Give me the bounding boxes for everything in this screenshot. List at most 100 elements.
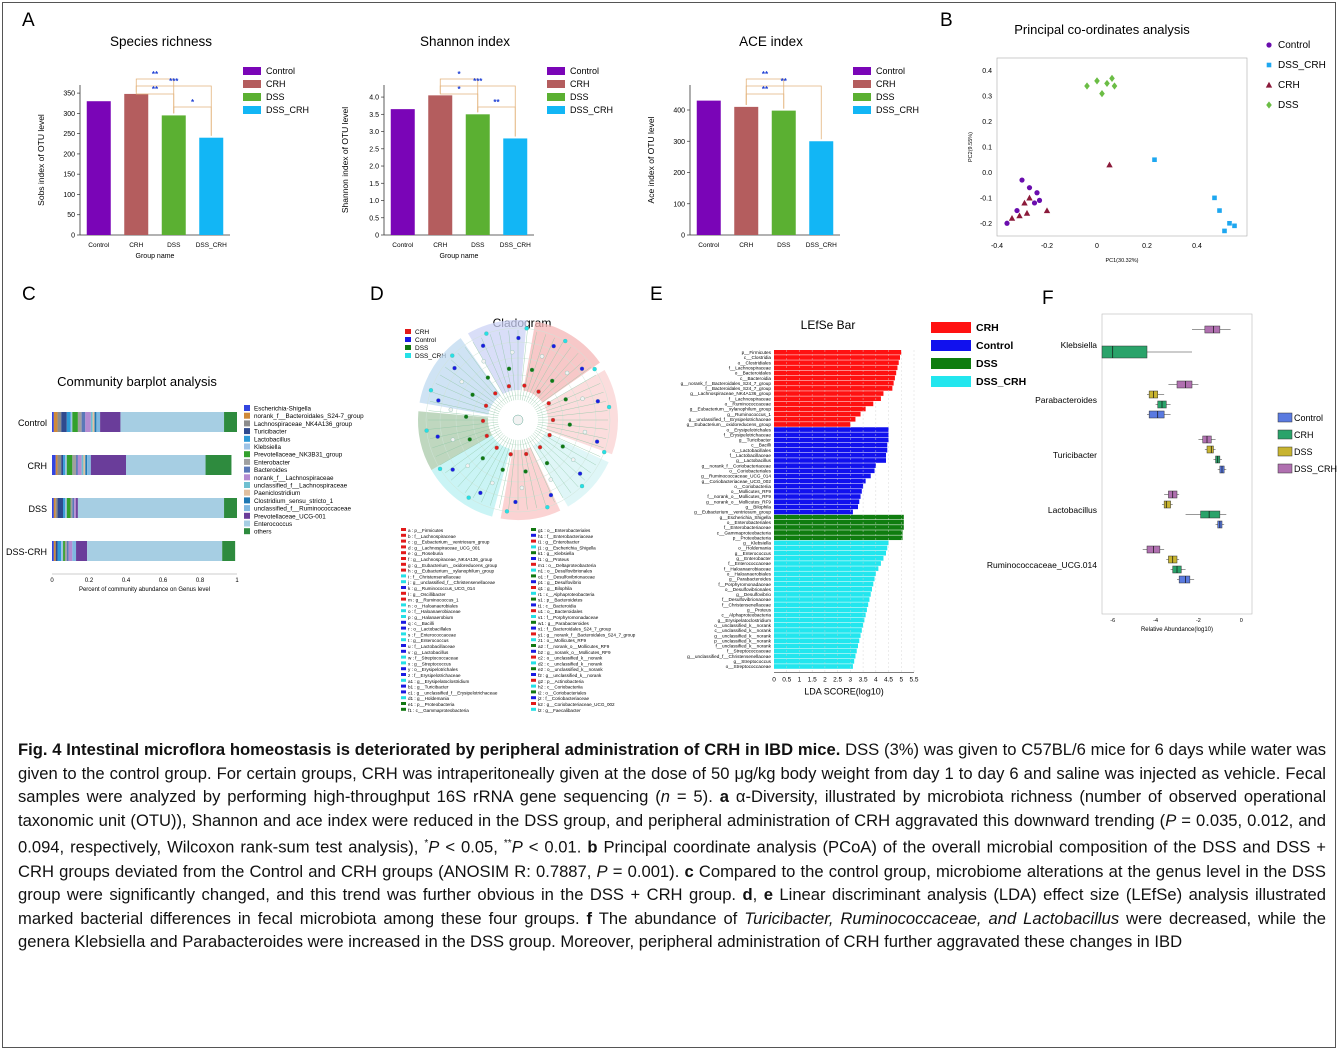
tree-branch [464,436,507,493]
legend-label: Enterobacter [254,459,290,466]
legend-label: Lachnospiraceae_NK4A136_group [254,421,353,428]
chart-abundance-boxplot: Klebsiella Parabacteroides Turicibacter Lac… [987,313,1337,633]
key-swatch [531,707,536,711]
tree-branch [531,352,579,406]
significance-label: * [457,70,461,79]
legend-label: DSS [1278,100,1299,111]
legend-swatch [931,340,971,351]
tree-node [478,490,483,496]
point-dss_crh [1232,223,1237,229]
x-tick-label: 0 [1240,618,1243,624]
row-label: CRH [28,461,48,471]
key-swatch [531,655,536,659]
significance-label: ** [152,70,159,79]
legend-swatch [244,497,250,504]
key-label: z : f__Erysipelotrichaceae [408,673,461,678]
point-dss [1109,74,1115,82]
key-swatch [531,620,536,624]
lda-bar [774,468,875,474]
clade-shade [419,338,501,415]
tree-branch [532,359,586,407]
key-swatch [531,615,536,618]
lda-bar [774,659,855,664]
bar-control [390,109,415,235]
lda-bar [774,391,884,396]
stack-segment [85,455,88,475]
tree-branch [457,352,505,406]
stack-segment [57,412,62,432]
key-label: j : g__unclassified_f__Christensenellace… [407,580,496,585]
caption-text: = 0.001). [607,861,685,881]
tree-node [536,389,541,394]
lda-bar [774,432,889,438]
key-label: k1 : g__Klebsiella [538,551,574,556]
tree-branch [432,391,500,415]
panel-label-b: B [940,10,953,31]
tree-ring [425,327,611,513]
legend-label: Enterococcus [254,521,292,528]
tree-node [437,466,443,472]
y-tick-label: 0.2 [982,119,992,126]
stack-segment [52,455,56,475]
key-label: h : g__Eubacterium__xylanophilum_group [408,569,495,574]
key-label: y1 : g__norank_f__Bacteroidales_S24_7_gr… [538,632,636,637]
point-crh [1043,207,1051,214]
stack-segment [64,498,67,518]
x-tick-label: 5 [899,676,903,683]
point-dss_crh [1227,220,1232,226]
caption-panel-ref: b [587,837,598,857]
stack-segment [66,412,71,432]
x-tick-label: CRH [129,242,143,249]
y-tick-label: -0.1 [980,195,992,202]
legend-label: Escherichia-Shigella [254,406,312,413]
tree-node [545,505,550,510]
key-swatch [401,673,406,676]
tree-branch [445,431,502,474]
lda-bar [774,519,904,525]
x-axis-label: Group name [440,253,479,260]
y-tick-label: 3.5 [369,112,379,119]
key-label: w1 : g__Parabacteroides [538,621,590,626]
lda-label: p__Firmicutes [742,350,772,355]
y-axis-label: Ace index of OTU level [646,116,656,203]
box-dss [1206,445,1214,454]
y-axis-label: Shannon index of OTU level [340,107,350,213]
tree-branch [445,366,502,409]
lda-bar [774,458,886,463]
bar-control [86,101,111,235]
lda-bar [774,416,856,422]
x-axis-label: PC1(30.32%) [1105,258,1138,264]
tree-branch [508,439,517,510]
x-tick-label: -0.4 [991,243,1003,250]
tree-branch [527,437,564,499]
legend-swatch [244,412,250,419]
key-swatch [401,644,406,647]
key-swatch [401,638,406,642]
point-control [1014,207,1020,214]
legend-swatch [547,106,565,114]
legend-swatch [1277,446,1293,457]
legend-marker [1266,62,1272,68]
stack-segment [63,455,65,475]
lda-bar [774,442,888,448]
y-tick-label: 350 [63,91,75,98]
key-label: n1 : o__Desulfovibrionales [538,569,593,574]
key-swatch [531,696,536,700]
point-dss [1084,82,1090,90]
lda-label: g__unclassified_f__Erysipelotrichaceae [689,417,772,422]
legend-swatch [405,353,411,358]
tree-node [523,469,528,474]
tree-node [465,463,470,468]
tree-node [571,457,576,462]
stack-segment [53,498,56,518]
lda-bar [774,597,870,602]
key-label: e2 : o__unclassified_k__norank [538,667,603,672]
x-tick-label: CRH [433,242,447,249]
panel-label-a: A [22,10,35,31]
lda-bar [774,396,881,401]
tree-branch [523,438,547,506]
x-tick-label: DSS_CRH [500,242,531,249]
lda-bar [774,653,856,659]
key-swatch [531,684,536,688]
key-swatch [401,620,406,624]
